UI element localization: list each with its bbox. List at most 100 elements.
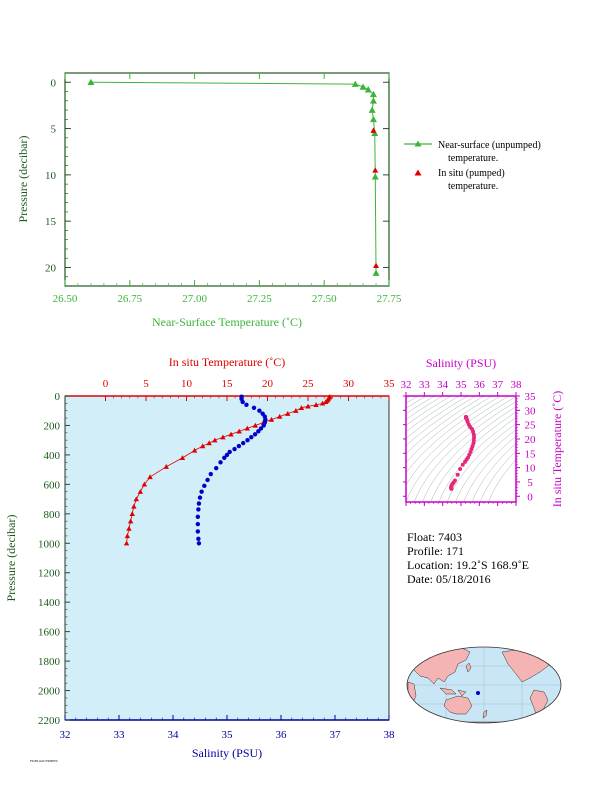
ts-density-contour	[406, 396, 452, 426]
profile-salinity-point	[195, 514, 201, 519]
profile-temp-tick-label: 20	[262, 378, 274, 390]
legend-pumped-label: In situ (pumped)	[438, 168, 505, 179]
legend-unpumped-label: Near-surface (unpumped)	[438, 140, 541, 151]
profile-temperature-point	[200, 443, 206, 449]
near-surface-chart: 26.50 26.75 27.00 27.25 27.50 27.75 0 5 10 15 20 N…	[16, 72, 541, 329]
profile-salinity-point	[245, 437, 250, 443]
ts-density-contour	[406, 396, 443, 420]
ts-point	[455, 472, 460, 477]
profile-temperature-point	[298, 405, 305, 410]
profile-temperature-point	[220, 434, 226, 440]
profile-temp-tick-label: 0	[103, 378, 109, 390]
profile-salinity-point	[196, 541, 202, 546]
profile-salinity-point	[258, 426, 264, 431]
profile-temperature-point	[212, 437, 218, 443]
profile-salinity-point	[251, 405, 257, 410]
near-surface-ticks: 26.50 26.75 27.00 27.25 27.50 27.75 0 5 10 15 20	[45, 73, 402, 305]
profile-temperature-point	[305, 403, 311, 409]
profile-salinity-point	[261, 423, 266, 428]
profile-salinity-point	[208, 471, 213, 477]
near-surface-unpumped-point	[372, 269, 380, 276]
profile-temperature-point	[163, 463, 169, 469]
near-surface-x-axis-label: Near-Surface Temperature (˚C)	[152, 315, 302, 329]
profile-salinity-point	[227, 449, 232, 455]
profile-y-tick-label: 1400	[38, 597, 61, 609]
float-location-marker	[476, 691, 480, 695]
profile-salinity-point	[249, 435, 254, 440]
profile-temp-tick-label: 10	[181, 378, 193, 390]
ts-density-contour	[406, 396, 501, 474]
profile-sal-tick-label: 36	[276, 729, 288, 741]
profile-salinity-point	[196, 536, 201, 542]
profile-salinity-point	[195, 529, 201, 534]
profile-temp-tick-label: 5	[143, 378, 149, 390]
profile-salinity-point	[199, 489, 204, 494]
profile-temperature-point	[127, 518, 134, 524]
ts-plot-area	[406, 396, 516, 502]
profile-salinity-point	[244, 402, 249, 408]
profile-temperature-point	[293, 408, 299, 413]
near-surface-legend: Near-surface (unpumped) temperature. In …	[404, 140, 541, 192]
ts-y-tick-label: 10	[525, 463, 537, 475]
ts-point	[472, 435, 477, 440]
profile-salinity-point	[202, 483, 207, 489]
ts-point	[463, 459, 468, 464]
profile-salinity-point	[224, 452, 230, 458]
profile-temperature-point	[123, 540, 130, 546]
profile-temperature-point	[228, 431, 234, 437]
ts-density-contour	[488, 459, 516, 502]
profile-y-tick-label: 1800	[38, 656, 61, 668]
ts-density-contour	[455, 429, 516, 502]
ts-x-tick-label: 32	[401, 379, 412, 391]
legend-pumped-marker	[414, 169, 422, 176]
float-info: Float: 7403 Profile: 171 Location: 19.2˚…	[407, 530, 529, 586]
ts-density-contour	[438, 417, 516, 502]
legend-unpumped-label-2: temperature.	[448, 153, 498, 164]
near-surface-x-tick-label: 27.00	[182, 293, 207, 305]
near-surface-x-tick-label: 26.75	[117, 293, 142, 305]
ts-y-tick-label: 25	[525, 420, 537, 432]
profile-y-tick-label: 800	[44, 509, 61, 521]
profile-temperature-point	[236, 428, 242, 434]
map-outline	[406, 646, 562, 724]
ts-density-contour	[471, 443, 516, 502]
profile-y-tick-label: 1000	[38, 538, 61, 550]
profile-temp-tick-label: 30	[343, 378, 355, 390]
profile-temperature-point	[268, 416, 275, 422]
profile-salinity-point	[205, 477, 210, 483]
ts-density-contour	[447, 423, 516, 502]
profile-salinity-point	[252, 432, 258, 437]
near-surface-pumped-point	[372, 167, 379, 173]
ts-point	[460, 462, 465, 467]
profile-sal-tick-label: 32	[60, 729, 71, 741]
profile-temperature-point	[206, 440, 212, 446]
ts-y-tick-label: 30	[525, 405, 537, 417]
legend-unpumped-marker	[414, 140, 422, 147]
ts-density-contour	[430, 411, 516, 502]
near-surface-pumped-point	[370, 127, 377, 133]
profile-sal-tick-label: 35	[222, 729, 234, 741]
profile-sal-tick-label: 34	[168, 729, 180, 741]
near-surface-unpumped-point	[368, 106, 376, 113]
near-surface-unpumped-point	[351, 80, 359, 87]
ts-density-contour	[406, 396, 468, 439]
near-surface-pumped-point	[373, 262, 380, 269]
near-surface-unpumped-point	[87, 78, 95, 86]
ts-density-contour	[414, 401, 516, 502]
near-surface-unpumped-point	[371, 173, 379, 180]
profile-temperature-point	[252, 422, 259, 428]
ts-diagram: 32 33 34 35 36 37 38 0 5 10 15 20 25 30 35 Salinity (P…	[401, 356, 565, 507]
profile-salinity-point	[214, 465, 219, 471]
profile-y-tick-label: 2000	[38, 686, 61, 698]
near-surface-unpumped-point	[369, 90, 377, 98]
profile-y-tick-label: 600	[44, 479, 61, 491]
profile-temperature-point	[147, 474, 153, 480]
profile-salinity-point	[256, 429, 261, 434]
profile-salinity-point	[240, 399, 245, 405]
near-surface-unpumped-point	[371, 129, 379, 136]
profile-salinity-point	[196, 507, 201, 512]
footer-note: FSOFLOAT 83086876	[30, 759, 58, 763]
near-surface-y-axis-label: Pressure (decibar)	[16, 136, 30, 223]
ts-x-tick-label: 34	[437, 379, 449, 391]
